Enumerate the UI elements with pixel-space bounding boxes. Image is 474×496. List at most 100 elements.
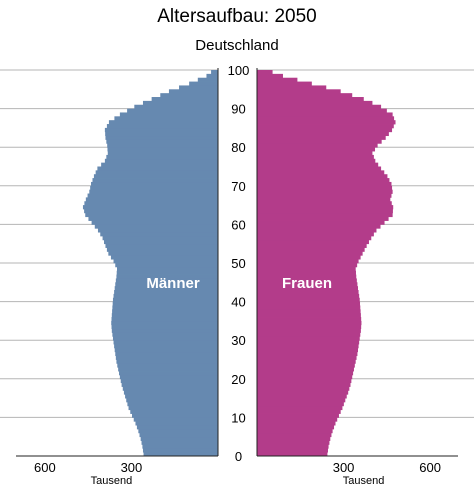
bar-frauen — [257, 359, 356, 364]
bar-maenner — [111, 313, 218, 318]
bar-frauen — [257, 378, 352, 384]
bar-maenner — [118, 367, 218, 372]
bar-frauen — [257, 301, 361, 306]
x-tick-label-right: 600 — [419, 460, 441, 475]
bar-maenner — [123, 390, 218, 395]
bar-maenner — [125, 394, 218, 399]
bar-maenner — [114, 116, 218, 121]
bar-maenner — [142, 100, 218, 106]
bar-maenner — [139, 432, 218, 438]
bar-frauen — [257, 224, 381, 229]
bar-frauen — [257, 270, 356, 275]
maenner-bars — [82, 70, 219, 457]
bar-maenner — [111, 324, 218, 330]
bar-maenner — [140, 436, 218, 441]
bar-frauen — [257, 212, 393, 218]
y-tick-label: 100 — [228, 63, 250, 78]
bar-frauen — [257, 112, 393, 117]
bar-maenner — [115, 263, 218, 268]
y-tick-label: 90 — [231, 102, 245, 117]
bar-maenner — [110, 255, 218, 260]
bar-frauen — [257, 309, 361, 314]
bar-frauen — [257, 116, 395, 121]
bar-frauen — [257, 421, 336, 426]
bar-frauen — [257, 394, 347, 399]
bar-maenner — [106, 247, 218, 252]
y-tick-label: 60 — [231, 217, 245, 232]
bar-frauen — [257, 178, 390, 183]
bar-frauen — [257, 390, 349, 395]
bar-frauen — [257, 293, 360, 299]
bar-maenner — [106, 154, 218, 160]
bar-frauen — [257, 413, 339, 418]
bar-frauen — [257, 332, 361, 337]
bar-maenner — [112, 301, 218, 306]
bar-frauen — [257, 70, 273, 75]
bar-frauen — [257, 239, 369, 245]
bar-frauen — [257, 347, 358, 353]
bar-frauen — [257, 320, 362, 326]
axis-layer: 0 10 20 30 40 50 60 70 80 90 100 600 300 300 600 Tausen… — [16, 63, 458, 487]
bar-maenner — [211, 70, 218, 75]
bar-maenner — [127, 401, 218, 407]
bar-maenner — [104, 127, 218, 133]
bar-maenner — [134, 104, 218, 109]
x-tick-label-right: 300 — [333, 460, 355, 475]
bar-maenner — [143, 452, 218, 457]
bar-frauen — [257, 328, 361, 333]
bar-maenner — [94, 224, 218, 229]
bar-frauen — [257, 428, 333, 434]
bar-frauen — [257, 355, 357, 360]
bar-maenner — [151, 97, 218, 102]
bar-maenner — [114, 290, 218, 295]
bar-maenner — [117, 266, 218, 272]
bar-maenner — [87, 193, 219, 198]
x-tick-label-left: 600 — [34, 460, 56, 475]
y-tick-label: 70 — [231, 179, 245, 194]
bar-maenner — [117, 363, 218, 368]
bar-maenner — [101, 162, 218, 167]
bar-maenner — [206, 73, 218, 79]
y-tick-label: 20 — [231, 372, 245, 387]
bar-frauen — [257, 97, 364, 102]
bar-frauen — [257, 170, 385, 175]
bar-frauen — [257, 189, 393, 194]
bar-maenner — [105, 135, 218, 140]
bar-maenner — [100, 232, 218, 237]
bar-frauen — [257, 440, 330, 445]
bar-maenner — [115, 278, 218, 283]
bar-frauen — [257, 401, 344, 407]
bar-frauen — [257, 131, 389, 137]
bar-maenner — [133, 417, 218, 422]
bar-frauen — [257, 73, 283, 79]
bar-frauen — [257, 382, 351, 387]
bar-maenner — [108, 120, 218, 125]
bar-frauen — [257, 89, 341, 94]
bar-frauen — [257, 193, 392, 198]
bar-frauen — [257, 232, 374, 237]
bar-maenner — [108, 251, 218, 256]
bar-frauen — [257, 351, 358, 357]
bar-maenner — [115, 355, 218, 360]
bar-frauen — [257, 139, 382, 144]
bar-maenner — [116, 359, 218, 364]
bar-maenner — [85, 212, 218, 218]
chart-subtitle: Deutschland — [195, 37, 279, 54]
bar-frauen — [257, 247, 365, 252]
bar-maenner — [85, 197, 218, 202]
bar-frauen — [257, 251, 363, 256]
bar-frauen — [257, 81, 312, 86]
bar-frauen — [257, 162, 379, 167]
bar-maenner — [128, 405, 218, 411]
bar-frauen — [257, 452, 328, 457]
bar-maenner — [141, 440, 218, 445]
bar-frauen — [257, 405, 343, 411]
bar-maenner — [115, 282, 218, 287]
bar-maenner — [90, 185, 218, 191]
bar-maenner — [112, 309, 218, 314]
bar-maenner — [113, 259, 218, 264]
chart-title: Altersaufbau: 2050 — [157, 6, 317, 27]
bar-maenner — [168, 89, 218, 94]
bar-maenner — [119, 112, 218, 117]
